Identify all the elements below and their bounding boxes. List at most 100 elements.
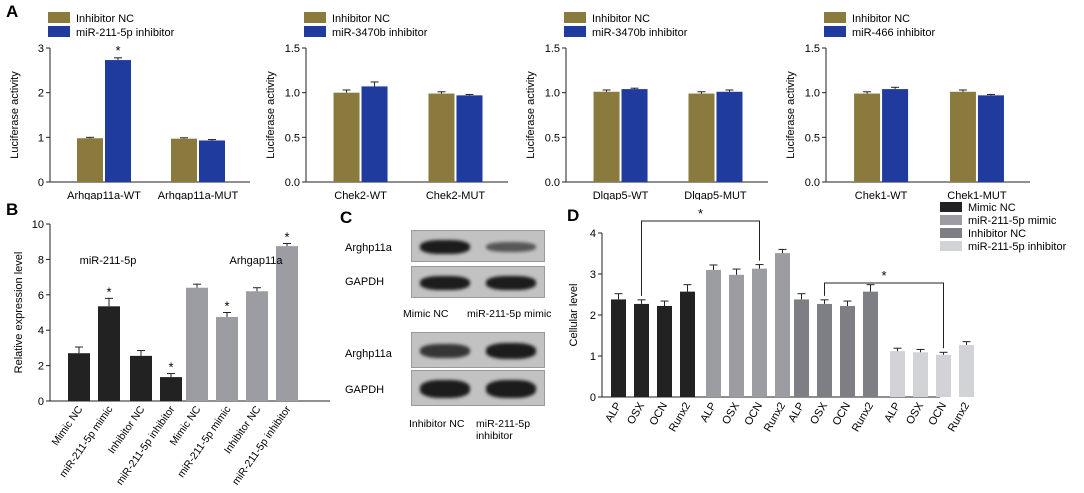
bar xyxy=(98,306,120,401)
x-category-label: OSX xyxy=(904,400,926,427)
bar xyxy=(817,303,832,397)
y-tick-label: 8 xyxy=(38,254,44,266)
legend-swatch xyxy=(564,12,586,23)
legend-label: Inhibitor NC xyxy=(852,13,910,25)
legend-swatch xyxy=(940,202,962,212)
significance-star: * xyxy=(284,229,289,244)
y-tick-label: 4 xyxy=(590,228,596,240)
x-category-label: OCN xyxy=(830,400,853,427)
blot-band xyxy=(486,380,536,398)
bar xyxy=(775,253,790,397)
y-axis-label: Luciferase activity xyxy=(785,71,797,159)
bar xyxy=(593,91,620,182)
x-category-label: ALP xyxy=(698,401,719,425)
y-tick-label: 6 xyxy=(38,290,44,302)
x-category-label: OSX xyxy=(720,400,742,427)
bar xyxy=(428,93,455,182)
x-category-label: Runx2 xyxy=(850,401,876,435)
x-category-label: Chek1-WT xyxy=(855,190,908,200)
x-category-label: OCN xyxy=(647,400,670,427)
blot-row-label: GAPDH xyxy=(345,276,385,288)
x-category-label: Chek2-WT xyxy=(334,190,387,200)
y-tick-label: 1.0 xyxy=(545,88,560,100)
bar xyxy=(840,305,855,397)
y-axis-label: Relative expression level xyxy=(13,252,25,374)
bar xyxy=(688,93,715,182)
bar xyxy=(882,89,909,182)
blot-lane-label: Mimic NC xyxy=(403,308,449,320)
panel-letter-b: B xyxy=(6,200,19,219)
blot-band xyxy=(486,276,536,290)
y-axis-label: Cellular level xyxy=(568,284,580,347)
bar xyxy=(794,299,809,397)
x-category-label: OCN xyxy=(742,400,765,427)
bar xyxy=(716,91,743,182)
bar xyxy=(199,140,225,182)
y-tick-label: 2 xyxy=(38,361,44,373)
significance-star: * xyxy=(168,360,173,375)
panel-letter-a: A xyxy=(6,2,19,21)
y-tick-label: 1 xyxy=(38,132,44,144)
bar xyxy=(706,269,721,397)
blot-row-label: GAPDH xyxy=(345,384,385,396)
legend-label: Inhibitor NC xyxy=(592,13,650,25)
blot-band xyxy=(420,380,470,398)
y-axis-label: Luciferase activity xyxy=(9,71,21,159)
legend-swatch xyxy=(564,26,586,37)
chart-a2: 0.0 0.5 1.0 1.5 Luciferase activity Inhibitor… xyxy=(265,12,508,200)
significance-star: * xyxy=(881,268,886,283)
blot-band xyxy=(420,276,470,290)
x-category-label: Dlgap5-WT xyxy=(593,190,649,200)
y-tick-label: 1 xyxy=(590,351,596,363)
significance-star: * xyxy=(106,284,111,299)
legend-label: miR-211-5p inhibitor xyxy=(76,27,175,39)
legend-label: miR-3470b inhibitor xyxy=(592,27,688,39)
x-category-label: Chek1-MUT xyxy=(947,190,1007,200)
blot-lane-label: miR-211-5p inhibitor xyxy=(476,418,531,442)
blot-row-label: Arghp11a xyxy=(345,242,392,254)
legend-label: miR-3470b inhibitor xyxy=(332,27,428,39)
chart-a1: 0 1 2 3 Luciferase activity Inhibitor NC miR-2… xyxy=(9,12,250,200)
y-tick-label: 1.5 xyxy=(805,43,820,55)
bar xyxy=(729,274,744,397)
x-category-label: Arhgap11a-MUT xyxy=(158,190,239,200)
y-tick-label: 1.5 xyxy=(545,43,560,55)
bar xyxy=(246,291,268,401)
blot-band xyxy=(420,343,470,359)
bar xyxy=(186,287,208,401)
group-label: Arhgap11a xyxy=(229,255,283,267)
bar xyxy=(680,291,695,397)
significance-star: * xyxy=(698,206,703,221)
blot-band xyxy=(420,240,470,254)
bar xyxy=(621,89,648,182)
chart-a4: 0.0 0.5 1.0 1.5 Luciferase activity Inhibitor… xyxy=(785,12,1030,200)
legend-swatch xyxy=(304,12,326,23)
legend-label: Inhibitor NC xyxy=(76,13,134,25)
legend-swatch xyxy=(48,12,70,23)
panel-letter-d: D xyxy=(567,206,580,225)
y-tick-label: 4 xyxy=(38,325,44,337)
significance-bracket xyxy=(641,220,760,296)
legend-label: miR-211-5p inhibitor xyxy=(968,241,1067,253)
bar xyxy=(634,303,649,397)
legend-swatch xyxy=(824,26,846,37)
x-category-label: OSX xyxy=(625,400,647,427)
panel-letter-c: C xyxy=(340,208,353,227)
legend-label: Mimic NC xyxy=(968,202,1016,214)
y-axis-label: Luciferase activity xyxy=(525,71,537,159)
significance-star: * xyxy=(224,299,229,314)
group-label: miR-211-5p xyxy=(80,255,137,267)
y-tick-label: 0 xyxy=(590,392,596,404)
x-category-label: Runx2 xyxy=(946,401,972,435)
x-category-label: miR-211-5p mimic xyxy=(175,404,233,480)
y-tick-label: 3 xyxy=(590,269,596,281)
y-tick-label: 1.5 xyxy=(285,43,300,55)
x-category-label: miR-211-5p inhibitor xyxy=(230,403,294,487)
x-category-label: miR-211-5p inhibitor xyxy=(114,403,178,487)
y-tick-label: 2 xyxy=(38,88,44,100)
legend-label: miR-466 inhibitor xyxy=(852,27,935,39)
x-category-label: ALP xyxy=(882,401,903,425)
legend-label: Inhibitor NC xyxy=(332,13,390,25)
bar xyxy=(936,354,951,397)
bar xyxy=(216,316,238,401)
